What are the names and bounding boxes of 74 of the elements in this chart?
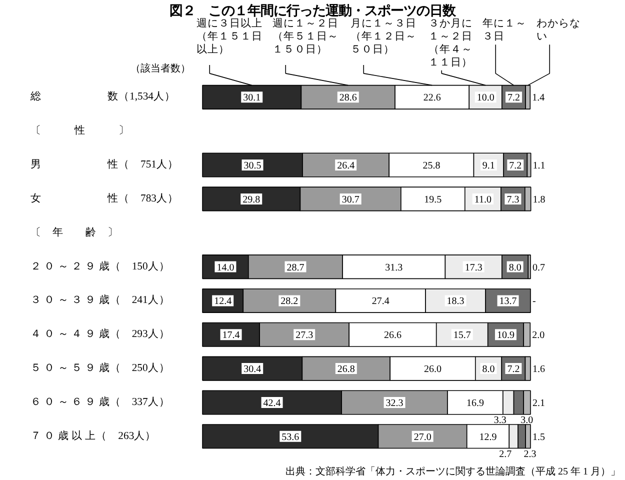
data-label: 17.4 [222, 330, 240, 342]
y-tick-label: 男 性（ 751人） [30, 158, 178, 171]
data-label: 10.9 [496, 330, 514, 342]
text: - [532, 296, 536, 308]
data-label: 2.0 [532, 330, 545, 342]
data-label: 7.3 [506, 194, 520, 206]
data-label: 30.5 [244, 160, 262, 172]
data-label: 2.7 [499, 448, 512, 460]
data-label: 13.7 [499, 296, 517, 308]
data-label: 11.0 [474, 194, 492, 206]
data-label: 8.0 [482, 364, 495, 376]
y-tick-label: 〔 年 齢 〕 [30, 226, 118, 238]
series-label: ３か月に１～２日（年４～１１日） [428, 18, 472, 68]
y-tick-label: 女 性（ 783人） [30, 192, 178, 204]
y-tick-label: ７ ０ 歳 以 上（ 263人） [30, 428, 156, 442]
data-label: 1.6 [532, 364, 545, 376]
data-label: 32.3 [386, 398, 404, 409]
data-label: 9.1 [482, 160, 495, 172]
data-label: 28.2 [280, 296, 298, 308]
data-label: 1.8 [532, 194, 546, 206]
data-label: 1.1 [532, 160, 546, 172]
y-tick-label: ５ ０ ～ ５ ９ 歳（ 250人） [30, 361, 170, 374]
y-tick-label: ２ ０ ～ ２ ９ 歳（ 150人） [30, 259, 170, 272]
data-label: 26.4 [337, 160, 355, 172]
data-label: 27.0 [414, 432, 432, 443]
data-label: 25.8 [422, 160, 440, 172]
data-label: 2.3 [524, 448, 536, 460]
data-label: 1.4 [532, 92, 545, 104]
text: 週に３日以上（年１５１日以上） [196, 16, 262, 56]
y-tick-label: ６ ０ ～ ６ ９ 歳（ 337人） [30, 394, 170, 408]
data-label: 30.7 [342, 194, 360, 206]
data-label: 26.6 [384, 330, 402, 342]
data-label: 7.2 [507, 364, 520, 376]
source-note: 出典：文部科学省「体力・スポーツに関する世論調査（平成 25 年 1 月）」 [286, 466, 620, 478]
data-label: 3.0 [520, 415, 534, 426]
chart-title: 図２ この１年間に行った運動・スポーツの日数 [170, 3, 456, 18]
data-label: 17.3 [464, 262, 482, 274]
data-label: 10.0 [476, 92, 494, 104]
data-label: 16.9 [466, 398, 484, 409]
y-tick-label: 総 数（1,534人） [30, 90, 176, 103]
data-label: 7.2 [508, 92, 520, 104]
data-label: 28.6 [339, 92, 357, 104]
data-label: 12.9 [479, 432, 497, 443]
data-label: 14.0 [216, 262, 234, 274]
data-label: 31.3 [385, 262, 403, 274]
data-label: 15.7 [453, 330, 471, 342]
text: 月に１～３日（年１２日～５０日） [350, 18, 416, 56]
data-label: 30.4 [244, 364, 262, 376]
data-label: 30.1 [243, 92, 261, 104]
data-label: 0.7 [532, 262, 545, 274]
data-label: 7.2 [509, 160, 522, 172]
data-label: 3.3 [494, 415, 506, 426]
data-label: 26.8 [337, 364, 355, 376]
y-tick-label: ４ ０ ～ ４ ９ 歳（ 293人） [30, 327, 170, 340]
data-label: 1.5 [532, 432, 545, 443]
text: わからない [536, 18, 580, 43]
data-label: 28.7 [286, 262, 304, 274]
data-label: 8.0 [508, 262, 522, 274]
text: 週に１～２日（年５１日～１５０日） [272, 18, 338, 56]
data-label: 2.1 [532, 398, 545, 409]
data-label: 19.5 [424, 194, 442, 206]
y-tick-label: 〔 性 〕 [30, 124, 130, 137]
text: 年に１～３日 [482, 18, 526, 43]
data-label: 12.4 [214, 296, 232, 308]
data-label: 27.4 [372, 296, 390, 308]
data-label: 27.3 [296, 330, 314, 342]
data-label: 18.3 [446, 296, 464, 308]
data-label: 26.0 [424, 364, 442, 376]
text: （該当者数） [130, 62, 190, 75]
data-label: 29.8 [242, 194, 260, 206]
data-label: 42.4 [263, 398, 281, 409]
data-label: 22.6 [423, 92, 441, 104]
y-tick-label: ３ ０ ～ ３ ９ 歳（ 241人） [30, 293, 170, 306]
data-label: 53.6 [282, 432, 300, 443]
